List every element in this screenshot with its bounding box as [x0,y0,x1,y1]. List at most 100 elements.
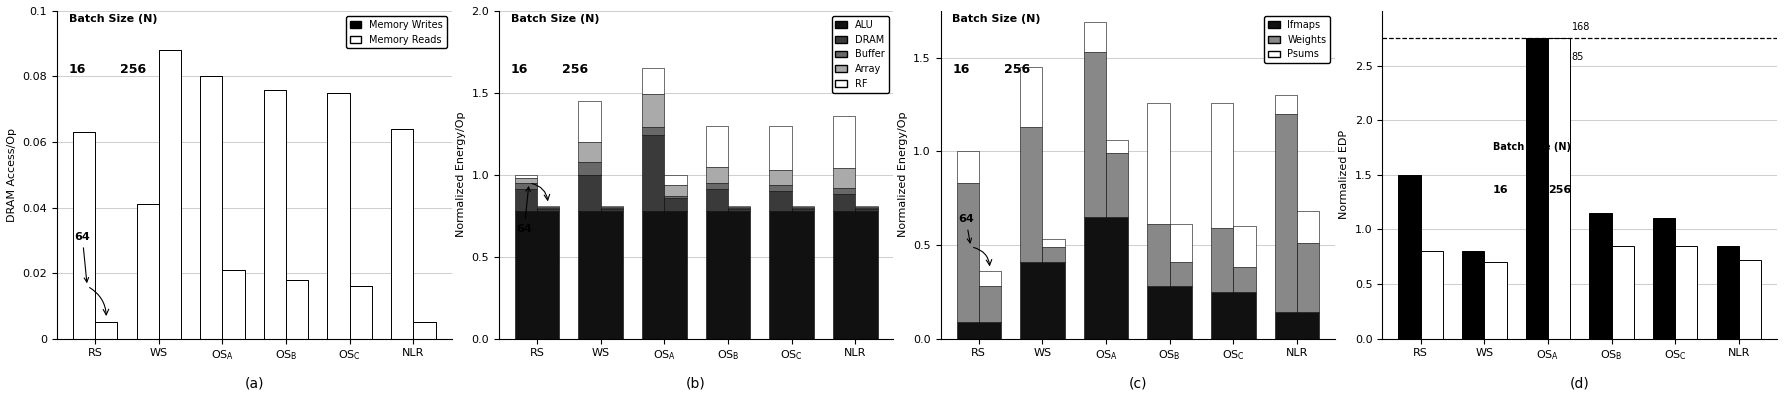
Bar [642,68,664,95]
Bar [200,76,223,338]
Bar [979,322,1001,338]
Bar [1106,217,1127,338]
Y-axis label: Normalized EDP: Normalized EDP [1340,130,1349,219]
Bar [1484,262,1506,338]
Bar [1170,224,1192,262]
Bar [706,126,728,167]
Bar [516,211,537,338]
Bar [792,206,814,207]
Bar [578,101,601,142]
Bar [264,89,285,338]
Bar [537,207,558,208]
Bar [769,184,792,191]
Bar [73,132,95,338]
Bar [350,286,373,338]
Bar [1020,127,1042,262]
Bar [1420,251,1443,338]
Bar [1654,218,1675,338]
Text: 85: 85 [1572,52,1584,62]
Bar [664,198,687,211]
Bar [1739,260,1761,338]
Bar [792,211,814,338]
Bar [1611,246,1634,338]
Bar [833,194,855,211]
Text: 16: 16 [953,63,970,76]
Text: Batch Size (N): Batch Size (N) [953,14,1040,24]
Bar [855,209,878,211]
Bar [391,129,414,338]
Bar [537,206,558,207]
Bar [1211,103,1233,228]
Bar [537,208,558,209]
Text: 64: 64 [1397,243,1413,278]
Text: Batch Size (N): Batch Size (N) [70,14,157,24]
Bar [706,167,728,183]
Bar [137,204,159,338]
Bar [833,188,855,194]
Bar [642,211,664,338]
Bar [1085,217,1106,338]
Bar [1042,239,1065,247]
Bar [728,207,751,208]
Text: 64: 64 [75,232,91,282]
Bar [1042,247,1065,262]
Bar [664,184,687,196]
Text: 16: 16 [1493,184,1509,195]
Bar [706,190,728,211]
Text: 64: 64 [958,214,974,243]
Text: (b): (b) [687,377,706,391]
Bar [223,270,244,338]
Bar [328,93,350,338]
Bar [855,211,878,338]
Bar [1020,67,1042,127]
Bar [792,209,814,211]
Text: Batch Size (N): Batch Size (N) [1493,142,1572,152]
Bar [792,207,814,208]
Bar [956,322,979,338]
Bar [1020,262,1042,338]
Bar [601,211,623,338]
Bar [285,280,309,338]
Text: 256: 256 [1549,184,1572,195]
Bar [414,322,435,338]
Bar [1297,211,1320,243]
Y-axis label: Normalized Energy/Op: Normalized Energy/Op [897,112,908,238]
Bar [95,322,118,338]
Y-axis label: Normalized Energy/Op: Normalized Energy/Op [455,112,466,238]
Bar [537,209,558,211]
Bar [833,116,855,168]
Bar [1549,38,1570,338]
Bar [642,127,664,136]
Bar [601,209,623,211]
Bar [1297,243,1320,312]
Bar [728,211,751,338]
Bar [1106,153,1127,217]
Bar [833,211,855,338]
Bar [1042,262,1065,338]
Bar [1716,246,1739,338]
Bar [159,50,182,338]
Bar [1170,262,1192,286]
Bar [728,209,751,211]
Bar [1675,246,1698,338]
Bar [1085,52,1106,217]
Bar [537,211,558,338]
Legend: Ifmaps, Weights, Psums: Ifmaps, Weights, Psums [1265,16,1331,63]
Text: (c): (c) [1129,377,1147,391]
Bar [578,211,601,338]
Text: 168: 168 [1572,22,1590,32]
Bar [855,207,878,208]
Bar [516,183,537,190]
Bar [516,178,537,183]
Bar [1085,22,1106,52]
Text: (d): (d) [1570,377,1590,391]
Bar [769,170,792,184]
Y-axis label: DRAM Access/Op: DRAM Access/Op [7,128,16,222]
Bar [1147,286,1170,338]
Text: 256: 256 [1004,63,1029,76]
Legend: Memory Writes, Memory Reads: Memory Writes, Memory Reads [346,16,446,48]
Bar [956,151,979,183]
Text: 16: 16 [70,63,86,76]
Bar [1211,228,1233,292]
Bar [833,168,855,188]
